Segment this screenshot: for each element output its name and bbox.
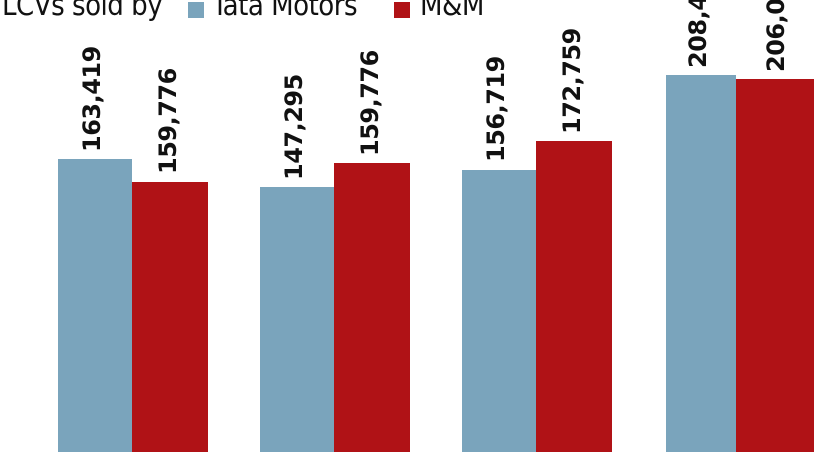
bar-tata-motors-4: [666, 75, 736, 452]
value-label-mm-4: 206,0: [762, 0, 790, 72]
value-label-tata-motors-3: 156,719: [482, 56, 510, 162]
value-label-mm-3: 172,759: [558, 28, 586, 134]
legend-label-tata-motors: Tata Motors: [212, 0, 358, 22]
value-label-tata-motors-1: 163,419: [78, 46, 106, 152]
value-label-mm-2: 159,776: [356, 50, 384, 156]
value-label-mm-1: 159,776: [154, 68, 182, 174]
bar-mm-3: [536, 141, 612, 452]
bar-mm-1: [132, 182, 208, 452]
bar-tata-motors-1: [58, 159, 132, 452]
value-label-tata-motors-4: 208,4: [684, 0, 712, 68]
bar-tata-motors-2: [260, 187, 334, 452]
value-label-tata-motors-2: 147,295: [280, 74, 308, 180]
legend-swatch-tata-motors: [188, 2, 204, 18]
legend-title: LCVs sold by: [2, 0, 163, 22]
bar-mm-2: [334, 163, 410, 452]
legend-label-mm: M&M: [420, 0, 484, 22]
bar-mm-4: [736, 79, 814, 452]
bar-tata-motors-3: [462, 170, 536, 452]
legend-swatch-mm: [394, 2, 410, 18]
